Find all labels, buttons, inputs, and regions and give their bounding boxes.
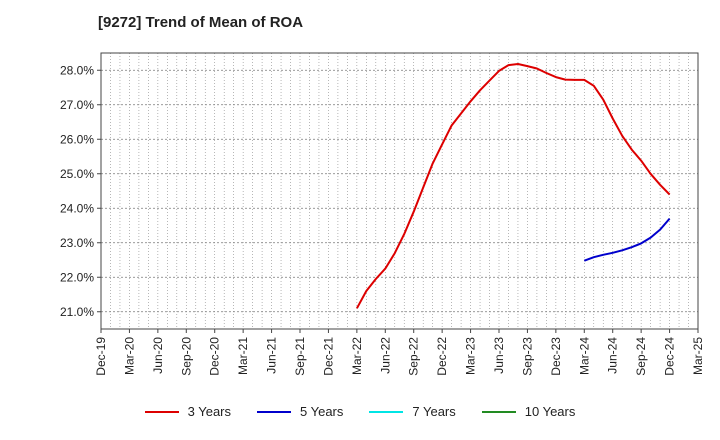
x-tick-label: Jun-24 [606,337,620,374]
series-line-5-years [583,217,671,262]
y-tick-label: 23.0% [60,236,94,250]
legend-swatch [257,410,291,413]
legend: 3 Years 5 Years 7 Years 10 Years [0,404,720,419]
x-tick-label: Sep-24 [634,337,648,376]
y-tick-label: 27.0% [60,98,94,112]
x-tick-label: Dec-23 [549,337,563,376]
x-tick-label: Dec-19 [94,337,108,376]
series-line-3-years [356,63,671,309]
x-tick-label: Mar-20 [122,337,136,375]
chart-title: [9272] Trend of Mean of ROA [98,14,304,31]
y-tick-label: 22.0% [60,270,94,284]
x-tick-label: Mar-22 [350,337,364,375]
series-layer [356,63,671,309]
legend-label: 10 Years [524,404,576,419]
x-tick-label: Dec-24 [663,337,677,376]
grid-layer [101,53,698,329]
plot-border [100,52,699,330]
y-tick-label: 28.0% [60,63,94,77]
legend-item: 10 Years [481,404,576,419]
legend-swatch [369,410,404,413]
x-tick-label: Jun-20 [151,337,165,374]
x-tick-label: Mar-23 [464,337,478,375]
x-tick-label: Sep-22 [407,337,421,376]
x-tick-label: Mar-25 [691,337,705,375]
x-tick-label: Sep-21 [293,337,307,376]
x-tick-label: Dec-21 [321,337,335,376]
x-tick-label: Jun-21 [265,337,279,374]
x-tick-label: Jun-22 [378,337,392,374]
x-axis-ticks: Dec-19 Mar-20 Jun-20 Sep-20 Dec-20 Mar-21 Jun-… [94,329,705,376]
y-tick-label: 24.0% [60,201,94,215]
x-tick-label: Dec-22 [435,337,449,376]
x-tick-label: Mar-21 [236,337,250,375]
legend-label: 5 Years [300,404,344,419]
legend-item: 7 Years [369,404,456,419]
x-tick-label: Dec-20 [208,337,222,376]
y-axis-ticks: 21.0% 22.0% 23.0% 24.0% 25.0% 26.0% 27.0% 28.0% [60,63,101,319]
legend-item: 3 Years [144,404,231,419]
x-tick-label: Jun-23 [492,337,506,374]
legend-swatch [481,410,516,413]
x-tick-label: Sep-23 [520,337,534,376]
legend-label: 7 Years [412,404,456,419]
legend-label: 3 Years [187,404,231,419]
legend-swatch [144,410,179,413]
x-tick-label: Sep-20 [179,337,193,376]
y-tick-label: 21.0% [60,305,94,319]
x-tick-label: Mar-24 [577,337,591,375]
y-tick-label: 25.0% [60,167,94,181]
y-tick-label: 26.0% [60,132,94,146]
legend-item: 5 Years [257,404,343,419]
